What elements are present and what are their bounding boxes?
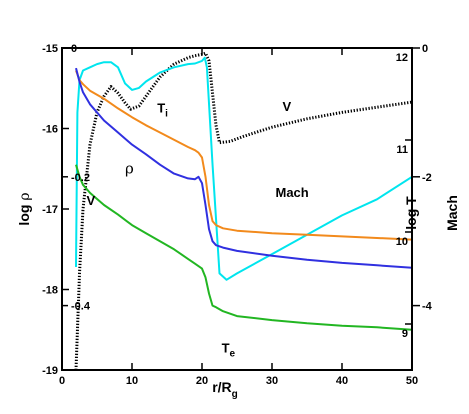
- y-mach-tick-label-1: -2: [422, 172, 432, 184]
- x-axis-title-sub: g: [232, 389, 238, 400]
- series-label-3: Ti: [157, 100, 168, 119]
- series-label-2: Mach: [276, 185, 309, 200]
- series-line-4: [75, 164, 412, 331]
- x-axis-title-main: r/R: [212, 379, 231, 395]
- series-layer: [74, 51, 412, 370]
- y-velocity-tick-label-0: 0: [71, 43, 77, 55]
- ticks-layer: 0 10 20 30 40 50-15-16-17-18-190-0.2-0.412111…: [42, 43, 433, 387]
- y-mach-tick-label-0: 0: [422, 43, 428, 55]
- x-tick-label-1: 10: [126, 375, 138, 387]
- series-label-5-text: T: [222, 340, 230, 355]
- y-axis-mach-title: Mach: [444, 195, 460, 231]
- series-label-0: V: [283, 99, 292, 114]
- series-label-5-sub: e: [230, 348, 236, 359]
- y-logT-tick-label-3: 9: [402, 328, 408, 340]
- series-line-3: [75, 67, 412, 269]
- x-tick-label-5: 50: [406, 375, 418, 387]
- y-axis-logT-title: log T: [403, 196, 419, 230]
- y-mach-tick-label-2: -4: [422, 301, 433, 313]
- series-label-4-text: ρ: [125, 160, 134, 178]
- series-labels: V V Mach Ti ρ Te: [87, 99, 309, 359]
- y-axis-left-title: log ρ: [16, 192, 33, 225]
- plot-frame: [61, 47, 413, 371]
- y-logT-tick-label-2: 10: [396, 236, 408, 248]
- y-logT-tick-label-1: 11: [396, 144, 408, 156]
- y-velocity-tick-label-2: -0.4: [71, 301, 91, 313]
- x-axis-title: r/Rg: [212, 379, 238, 400]
- series-label-5: Te: [222, 340, 236, 359]
- y-left-tick-label-3: -18: [42, 285, 58, 297]
- y-velocity-tick-label-1: -0.2: [71, 172, 90, 184]
- x-tick-label-4: 40: [336, 375, 348, 387]
- x-tick-label-3: 30: [266, 375, 278, 387]
- series-label-1-text: V: [87, 193, 96, 208]
- series-label-3-text: T: [157, 100, 165, 115]
- series-line-1: [75, 56, 412, 281]
- x-tick-label-0: 0: [59, 375, 65, 387]
- series-label-1: V: [87, 193, 96, 208]
- series-label-3-sub: i: [165, 108, 168, 119]
- series-label-2-text: Mach: [276, 185, 309, 200]
- y-left-tick-label-0: -15: [42, 43, 58, 55]
- series-label-4: ρ: [125, 160, 134, 178]
- y-axis-left-title-symbol: ρ: [17, 192, 33, 200]
- series-label-0-text: V: [283, 99, 292, 114]
- series-line-2: [75, 70, 412, 241]
- y-left-tick-label-2: -17: [42, 204, 58, 216]
- y-left-tick-label-1: -16: [42, 124, 58, 136]
- x-tick-label-2: 20: [196, 375, 208, 387]
- y-axis-left-title-main: log: [16, 205, 32, 226]
- y-logT-tick-label-0: 12: [396, 52, 408, 64]
- y-left-tick-label-4: -19: [42, 365, 58, 377]
- series-line-0: [74, 51, 412, 370]
